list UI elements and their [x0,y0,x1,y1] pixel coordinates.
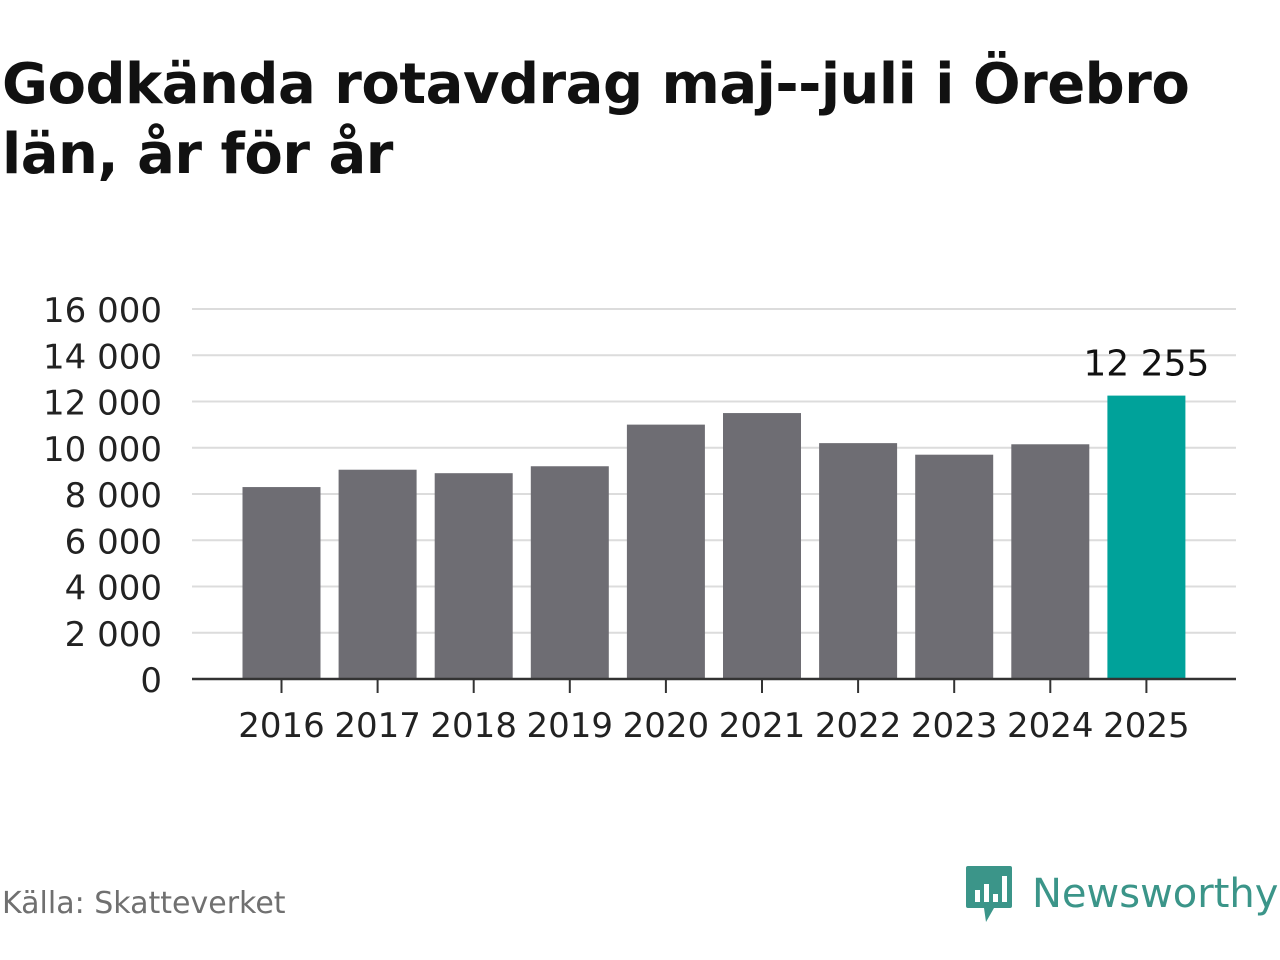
bar-2025 [1107,395,1186,679]
y-tick-label: 6 000 [65,522,162,562]
bar-2023 [915,454,994,679]
x-tick-label: 2023 [911,706,998,746]
chart-title: Godkända rotavdrag maj--juli i Örebro lä… [2,52,1190,187]
x-tick-label: 2020 [623,706,710,746]
x-tick-label: 2019 [527,706,614,746]
bar-2021 [723,413,801,679]
y-tick-label: 8 000 [65,476,162,516]
y-tick-label: 2 000 [65,615,162,655]
y-tick-label: 16 000 [43,291,162,331]
x-axis-ticks: 2016 2017 2018 2019 2020 2021 2022 2023 2024 2025 [238,679,1190,746]
bar-2018 [434,473,513,679]
newsworthy-logo-icon [966,866,1012,922]
highlight-data-label: 12 255 [1083,344,1209,385]
x-tick-label: 2024 [1007,706,1094,746]
y-tick-label: 14 000 [43,337,162,377]
brand-name: Newsworthy [1032,871,1279,917]
y-tick-label: 4 000 [65,569,162,609]
source-note: Källa: Skatteverket [2,886,286,921]
x-tick-label: 2016 [238,706,325,746]
y-tick-label: 10 000 [43,430,162,470]
x-tick-label: 2017 [334,706,421,746]
bars [242,395,1186,679]
bar-2022 [819,443,898,679]
bar-2017 [338,469,417,679]
x-tick-label: 2018 [430,706,517,746]
bar-2019 [530,466,609,679]
bar-2020 [626,424,705,679]
y-axis-ticks: 0 2 000 4 000 6 000 8 000 10 000 12 000 14 000 1… [43,291,162,701]
y-tick-label: 0 [140,661,162,701]
y-tick-label: 12 000 [43,384,162,424]
x-tick-label: 2021 [719,706,806,746]
x-tick-label: 2022 [815,706,902,746]
bar-2016 [242,487,321,679]
x-tick-label: 2025 [1103,706,1190,746]
brand-logo: Newsworthy [964,864,1278,924]
bar-2024 [1011,444,1090,679]
